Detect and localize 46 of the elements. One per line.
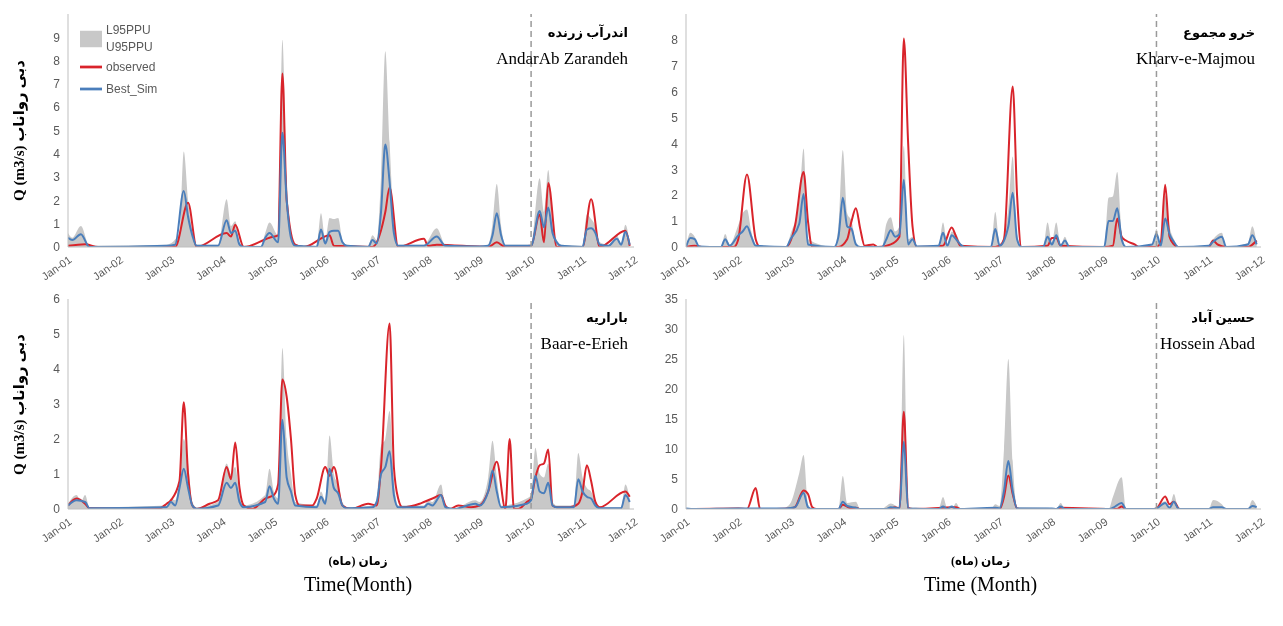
- y-tick-label: 35: [664, 292, 679, 307]
- legend-label: Best_Sim: [106, 80, 158, 98]
- annotation: خرو مجموع: [1182, 24, 1255, 42]
- y-tick-label: 5: [671, 472, 679, 487]
- y-tick-label: 9: [53, 30, 61, 45]
- legend-label: observed: [106, 58, 156, 76]
- y-tick-label: 0: [671, 502, 679, 517]
- y-tick-label: 1: [53, 467, 61, 482]
- y-axis-title: Q (m3/s) دبی رواناب: [10, 60, 28, 201]
- y-tick-label: 2: [671, 188, 679, 203]
- y-tick-label: 10: [664, 442, 679, 457]
- y-tick-label: 3: [671, 162, 679, 177]
- y-tick-label: 6: [671, 84, 679, 99]
- y-tick-label: 4: [53, 147, 61, 162]
- y-tick-label: 4: [671, 136, 679, 151]
- y-tick-label: 6: [53, 292, 61, 307]
- y-tick-label: 3: [53, 397, 61, 412]
- y-tick-label: 0: [671, 240, 679, 255]
- y-tick-label: 5: [53, 123, 61, 138]
- y-tick-label: 5: [53, 327, 61, 342]
- annotation: Kharv-e-Majmou: [1136, 48, 1255, 70]
- y-tick-label: 15: [664, 412, 679, 427]
- y-tick-label: 8: [671, 33, 679, 48]
- annotation: Baar-e-Erieh: [540, 333, 628, 355]
- y-tick-label: 2: [53, 193, 61, 208]
- y-tick-label: 7: [53, 77, 61, 92]
- y-tick-label: 1: [671, 214, 679, 229]
- y-tick-label: 0: [53, 240, 61, 255]
- y-tick-label: 2: [53, 432, 61, 447]
- annotation: Hossein Abad: [1160, 333, 1255, 355]
- y-tick-label: 20: [664, 382, 679, 397]
- y-tick-label: 25: [664, 352, 679, 367]
- annotation: اندرآب زرنده: [546, 23, 628, 42]
- y-axis-title: Q (m3/s) دبی رواناب: [10, 333, 28, 475]
- y-tick-label: 30: [664, 322, 679, 337]
- annotation: حسین آباد: [1190, 308, 1255, 327]
- annotation: باراریه: [585, 309, 628, 327]
- y-tick-label: 5: [671, 110, 679, 125]
- y-tick-label: 3: [53, 170, 61, 185]
- y-tick-label: 8: [53, 53, 61, 68]
- y-tick-label: 7: [671, 59, 679, 74]
- y-tick-label: 6: [53, 100, 61, 115]
- annotation: AndarAb Zarandeh: [496, 48, 628, 70]
- y-tick-label: 0: [53, 502, 61, 517]
- y-tick-label: 1: [53, 216, 61, 231]
- y-tick-label: 4: [53, 362, 61, 377]
